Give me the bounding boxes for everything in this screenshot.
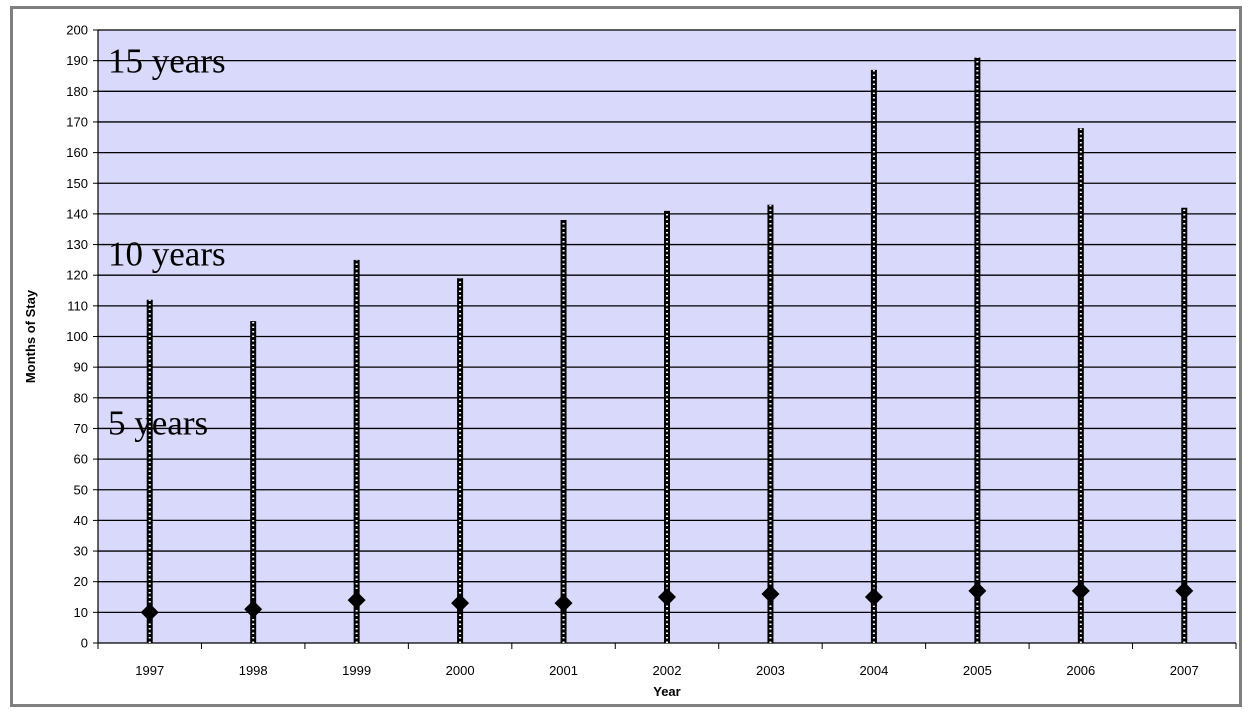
diamond-markers xyxy=(140,581,1194,622)
x-tick-label: 2006 xyxy=(1066,663,1095,678)
dot-range-chart: 0 10 20 30 40 50 60 70 80 90 100 110 120 130 140 150 160… xyxy=(23,23,1237,699)
y-axis-title: Months of Stay xyxy=(23,289,38,383)
x-tick-label: 2005 xyxy=(963,663,992,678)
annotation-label: 15 years xyxy=(108,42,226,81)
y-tick-label: 40 xyxy=(74,513,88,528)
diamond-marker xyxy=(864,588,883,607)
diamond-marker xyxy=(451,594,470,613)
chart-frame: 0 10 20 30 40 50 60 70 80 90 100 110 120 130 140 150 160… xyxy=(10,6,1242,707)
y-tick-label: 90 xyxy=(74,360,88,375)
y-tick-label: 30 xyxy=(74,544,88,559)
y-tick-label: 70 xyxy=(74,421,88,436)
y-tick-label: 180 xyxy=(66,84,88,99)
diamond-marker xyxy=(1071,581,1090,600)
x-tick-label: 1999 xyxy=(342,663,371,678)
diamond-marker xyxy=(658,588,676,607)
annotation-label: 5 years xyxy=(108,403,208,442)
y-tick-label: 60 xyxy=(74,452,88,467)
x-tick-label: 2000 xyxy=(446,663,475,678)
diamond-marker xyxy=(554,594,573,613)
y-tick-label: 50 xyxy=(74,482,88,497)
y-tick-label: 110 xyxy=(67,298,88,313)
diamond-marker xyxy=(1175,581,1194,600)
y-tick-label: 130 xyxy=(66,237,88,252)
y-tick-label: 200 xyxy=(66,23,88,38)
x-tick-label: 2003 xyxy=(756,663,785,678)
range-lines xyxy=(146,57,1188,643)
x-tick-label: 2004 xyxy=(859,663,888,678)
diamond-marker xyxy=(968,581,987,600)
y-tick-label: 160 xyxy=(66,145,88,160)
annotations: 15 years 10 years 5 years xyxy=(108,42,226,443)
diamond-marker xyxy=(244,600,263,619)
y-tick-label: 10 xyxy=(74,605,88,620)
x-tick-label: 2002 xyxy=(653,663,682,678)
y-tick-label: 170 xyxy=(66,114,88,129)
x-tick-label: 1998 xyxy=(239,663,268,678)
x-tick-labels: 1997 1998 1999 2000 2001 2002 2003 2004 2005 2006… xyxy=(135,663,1198,678)
y-tick-label: 0 xyxy=(81,636,88,651)
y-tick-label: 150 xyxy=(66,176,88,191)
x-axis-title: Year xyxy=(653,684,680,699)
y-tick-label: 140 xyxy=(66,206,88,221)
x-tick-label: 2001 xyxy=(549,663,578,678)
y-tick-labels: 0 10 20 30 40 50 60 70 80 90 100 110 120 130 140 150 160… xyxy=(66,23,88,651)
y-tick-label: 20 xyxy=(74,574,88,589)
y-tick-label: 80 xyxy=(74,390,88,405)
x-tick-label: 1997 xyxy=(135,663,164,678)
y-tick-label: 120 xyxy=(66,268,88,283)
diamond-marker xyxy=(140,603,159,622)
y-tick-label: 100 xyxy=(66,329,88,344)
diamond-marker xyxy=(761,584,780,603)
annotation-label: 10 years xyxy=(108,235,226,274)
diamond-marker xyxy=(347,591,366,610)
y-tick-label: 190 xyxy=(66,53,88,68)
x-tick-label: 2007 xyxy=(1170,663,1199,678)
